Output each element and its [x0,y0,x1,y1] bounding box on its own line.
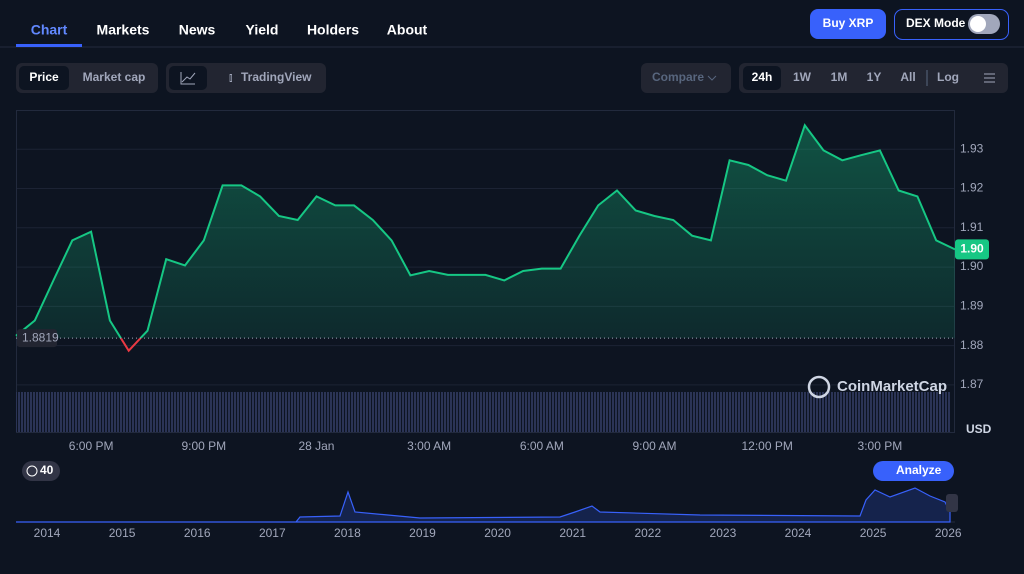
y-tick-label: 1.91 [960,220,984,234]
year-label: 2015 [109,526,136,540]
price-button[interactable]: Price [29,70,59,84]
compare-button[interactable]: Compare [652,70,704,84]
reference-badge [17,329,57,348]
range-button[interactable]: All [900,70,915,84]
price-line [15,123,956,339]
compare-button-bg[interactable] [641,63,731,93]
y-tick-label: 1.93 [960,141,984,155]
year-label: 2024 [785,526,812,540]
y-tick-label: 1.89 [960,299,984,313]
watermark: CoinMarketCap [837,378,947,395]
year-label: 2026 [935,526,962,540]
buy-label[interactable]: Buy XRP [823,16,874,30]
nav-tab[interactable]: News [179,22,216,38]
y-tick-label: 1.88 [960,338,984,352]
y-tick-label: 1.87 [960,377,984,391]
x-tick-label: 3:00 AM [407,439,451,453]
navigator-area [16,487,951,523]
candle-icon: ⫾ [229,72,233,84]
nav-tab[interactable]: Markets [97,22,150,38]
range-active[interactable] [743,66,781,90]
area-fill [16,125,955,339]
history-icon [26,465,38,477]
unit-label: USD [966,422,992,436]
line-icon [181,72,196,83]
x-tick-label: 6:00 PM [69,439,114,453]
analyze-label[interactable]: Analyze [896,463,942,477]
volume-bars [16,392,950,432]
dex-label[interactable]: DEX Mode [906,16,966,30]
x-tick-label: 3:00 PM [858,439,903,453]
nav-tab[interactable]: About [387,22,428,38]
x-tick-label: 9:00 AM [633,439,677,453]
nav-tab[interactable]: Yield [246,22,279,38]
y-tick-label: 1.92 [960,181,984,195]
range-button[interactable]: 1Y [867,70,882,84]
current-price-label: 1.90 [960,242,984,256]
year-label: 2022 [634,526,661,540]
year-label: 2014 [34,526,61,540]
price-active[interactable] [19,66,69,90]
reference-label: 1.8819 [22,330,59,344]
range-group [739,63,1008,93]
switch-knob [970,16,986,32]
analyze-button[interactable] [873,461,954,481]
axis-icon [180,72,195,85]
year-label: 2023 [710,526,737,540]
year-label: 2016 [184,526,211,540]
year-label: 2020 [484,526,511,540]
y-tick-label: 1.90 [960,259,984,273]
chevron [707,75,717,81]
nav-tab[interactable]: Chart [31,22,68,38]
x-tick-label: 28 Jan [298,439,334,453]
tradingview-button[interactable]: TradingView [241,70,312,84]
x-tick-label: 6:00 AM [520,439,564,453]
x-tick-label: 9:00 PM [181,439,226,453]
active-tab-underline [16,44,82,47]
zoom-value[interactable]: 40 [40,463,54,477]
range-button[interactable]: 24h [752,70,773,84]
log-button[interactable]: Log [937,70,959,84]
watermark-logo [807,375,831,399]
year-label: 2019 [409,526,436,540]
current-price-badge [955,239,989,260]
year-label: 2021 [559,526,586,540]
range-button[interactable]: 1M [831,70,848,84]
navigator-handle[interactable] [946,494,958,512]
x-tick-label: 12:00 PM [742,439,793,453]
year-label: 2018 [334,526,361,540]
buy-button[interactable] [810,9,886,39]
nav-tab[interactable]: Holders [307,22,359,38]
year-label: 2025 [860,526,887,540]
dex-toggle[interactable] [894,9,1009,40]
settings-icon[interactable] [984,73,995,83]
market-cap-button[interactable]: Market cap [83,70,146,84]
range-button[interactable]: 1W [793,70,812,84]
year-label: 2017 [259,526,286,540]
